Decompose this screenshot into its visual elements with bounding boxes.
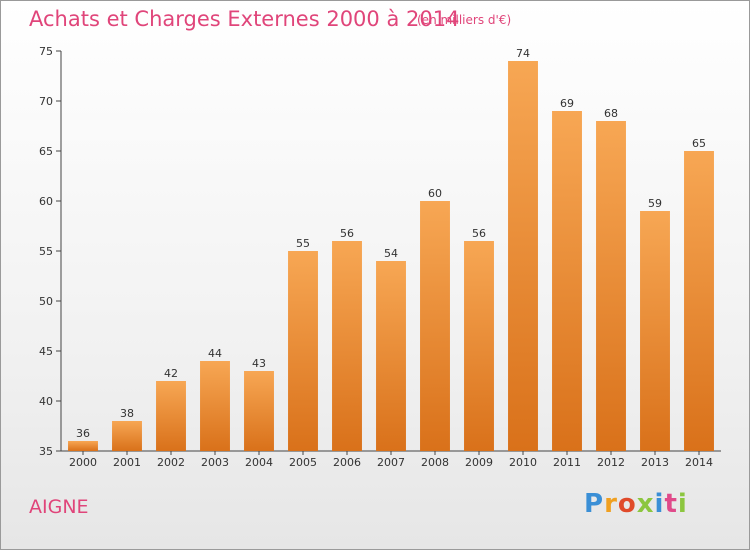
x-tick-label: 2004: [245, 456, 273, 469]
x-tick-label: 2014: [685, 456, 713, 469]
bar: [684, 151, 714, 451]
logo-letter: i: [654, 489, 665, 519]
bar: [640, 211, 670, 451]
bar: [288, 251, 318, 451]
data-label: 38: [120, 407, 134, 420]
x-tick-label: 2000: [69, 456, 97, 469]
data-label: 42: [164, 367, 178, 380]
bar: [376, 261, 406, 451]
y-tick-label: 55: [39, 245, 53, 258]
data-label: 36: [76, 427, 90, 440]
data-label: 69: [560, 97, 574, 110]
data-label: 74: [516, 47, 530, 60]
y-tick-label: 45: [39, 345, 53, 358]
y-tick-label: 70: [39, 95, 53, 108]
bar: [68, 441, 98, 451]
x-tick-label: 2011: [553, 456, 581, 469]
data-label: 65: [692, 137, 706, 150]
data-label: 54: [384, 247, 398, 260]
logo-letter: i: [677, 489, 688, 519]
logo-letter: r: [604, 489, 618, 519]
x-tick-label: 2002: [157, 456, 185, 469]
y-tick-label: 75: [39, 45, 53, 58]
bar: [244, 371, 274, 451]
data-label: 56: [340, 227, 354, 240]
x-tick-label: 2005: [289, 456, 317, 469]
bar: [156, 381, 186, 451]
data-label: 44: [208, 347, 222, 360]
logo-letter: x: [636, 489, 655, 519]
data-label: 56: [472, 227, 486, 240]
x-tick-label: 2006: [333, 456, 361, 469]
x-tick-label: 2009: [465, 456, 493, 469]
bar: [464, 241, 494, 451]
chart-subtitle: (en milliers d'€): [417, 13, 512, 27]
x-tick-label: 2003: [201, 456, 229, 469]
x-tick-label: 2007: [377, 456, 405, 469]
y-tick-label: 60: [39, 195, 53, 208]
x-tick-label: 2013: [641, 456, 669, 469]
bar: [200, 361, 230, 451]
y-tick-label: 50: [39, 295, 53, 308]
data-label: 55: [296, 237, 310, 250]
data-label: 60: [428, 187, 442, 200]
x-tick-label: 2012: [597, 456, 625, 469]
data-label: 59: [648, 197, 662, 210]
x-tick-label: 2008: [421, 456, 449, 469]
bar: [420, 201, 450, 451]
data-label: 43: [252, 357, 266, 370]
place-name: AIGNE: [29, 496, 89, 518]
bar: [112, 421, 142, 451]
bar: [552, 111, 582, 451]
x-tick-label: 2010: [509, 456, 537, 469]
y-tick-label: 65: [39, 145, 53, 158]
data-label: 68: [604, 107, 618, 120]
y-tick-label: 40: [39, 395, 53, 408]
y-tick-label: 35: [39, 445, 53, 458]
bar: [596, 121, 626, 451]
bar: [332, 241, 362, 451]
proxiti-logo: Proxiti: [584, 489, 688, 519]
x-tick-label: 2001: [113, 456, 141, 469]
logo-letter: o: [617, 489, 637, 519]
bar: [508, 61, 538, 451]
chart-title: Achats et Charges Externes 2000 à 2014: [29, 7, 460, 31]
logo-letter: P: [584, 489, 605, 519]
logo-letter: t: [664, 489, 678, 519]
